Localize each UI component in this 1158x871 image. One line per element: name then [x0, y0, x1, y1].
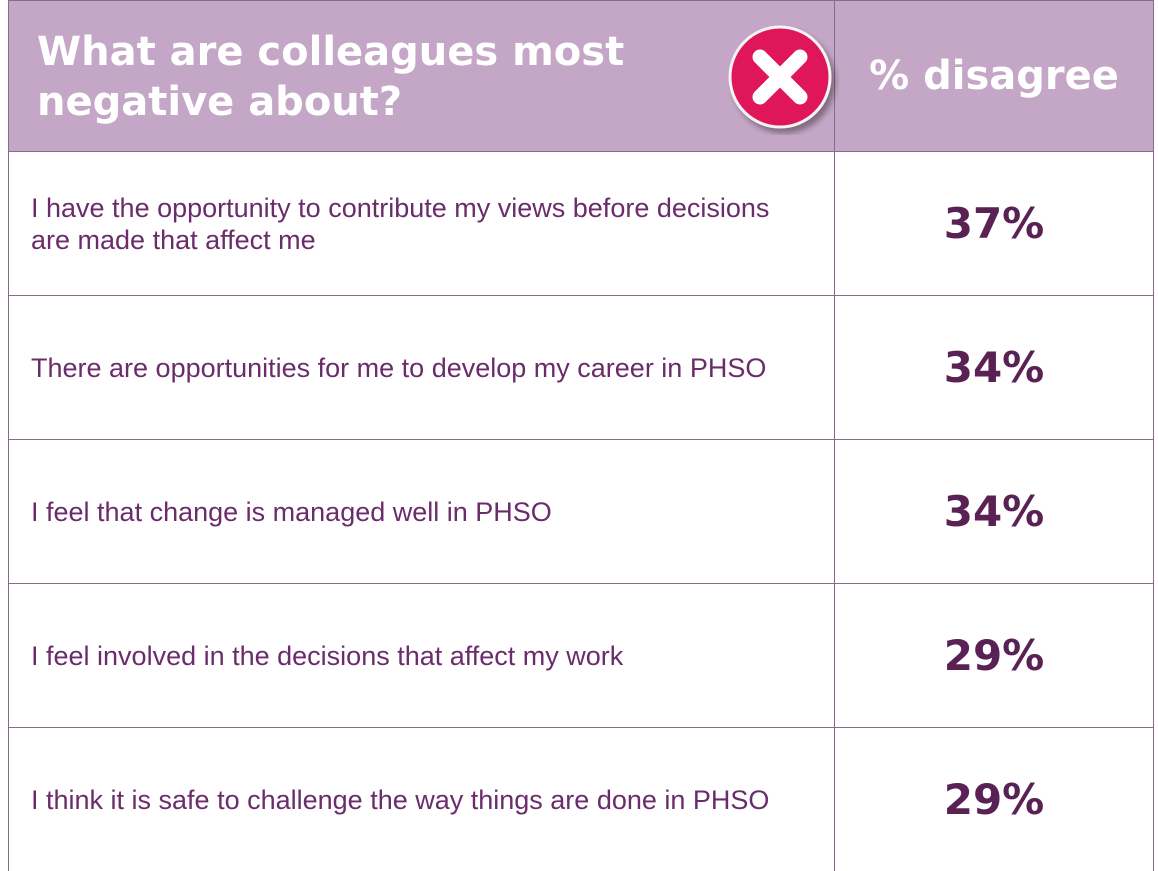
table-row: I feel that change is managed well in PH…	[9, 440, 1154, 584]
statement: I think it is safe to challenge the way …	[9, 728, 835, 871]
statement: I have the opportunity to contribute my …	[9, 152, 835, 296]
table: What are colleagues most negative about?…	[8, 0, 1154, 871]
percent-disagree: 34%	[835, 440, 1154, 584]
statement: There are opportunities for me to develo…	[9, 296, 835, 440]
percent-disagree: 29%	[835, 584, 1154, 728]
table-wrap: What are colleagues most negative about?…	[8, 0, 1154, 869]
percent-disagree: 34%	[835, 296, 1154, 440]
value-header: % disagree	[835, 1, 1154, 152]
percent-disagree: 37%	[835, 152, 1154, 296]
table-row: I have the opportunity to contribute my …	[9, 152, 1154, 296]
header-cell: What are colleagues most negative about?	[9, 1, 835, 152]
title: What are colleagues most negative about?	[37, 27, 657, 127]
statement: I feel involved in the decisions that af…	[9, 584, 835, 728]
header-row: What are colleagues most negative about?…	[9, 1, 1154, 152]
percent-disagree: 29%	[835, 728, 1154, 871]
table-row: I think it is safe to challenge the way …	[9, 728, 1154, 871]
table-row: I feel involved in the decisions that af…	[9, 584, 1154, 728]
cross-icon	[722, 23, 846, 135]
table-row: There are opportunities for me to develo…	[9, 296, 1154, 440]
statement: I feel that change is managed well in PH…	[9, 440, 835, 584]
